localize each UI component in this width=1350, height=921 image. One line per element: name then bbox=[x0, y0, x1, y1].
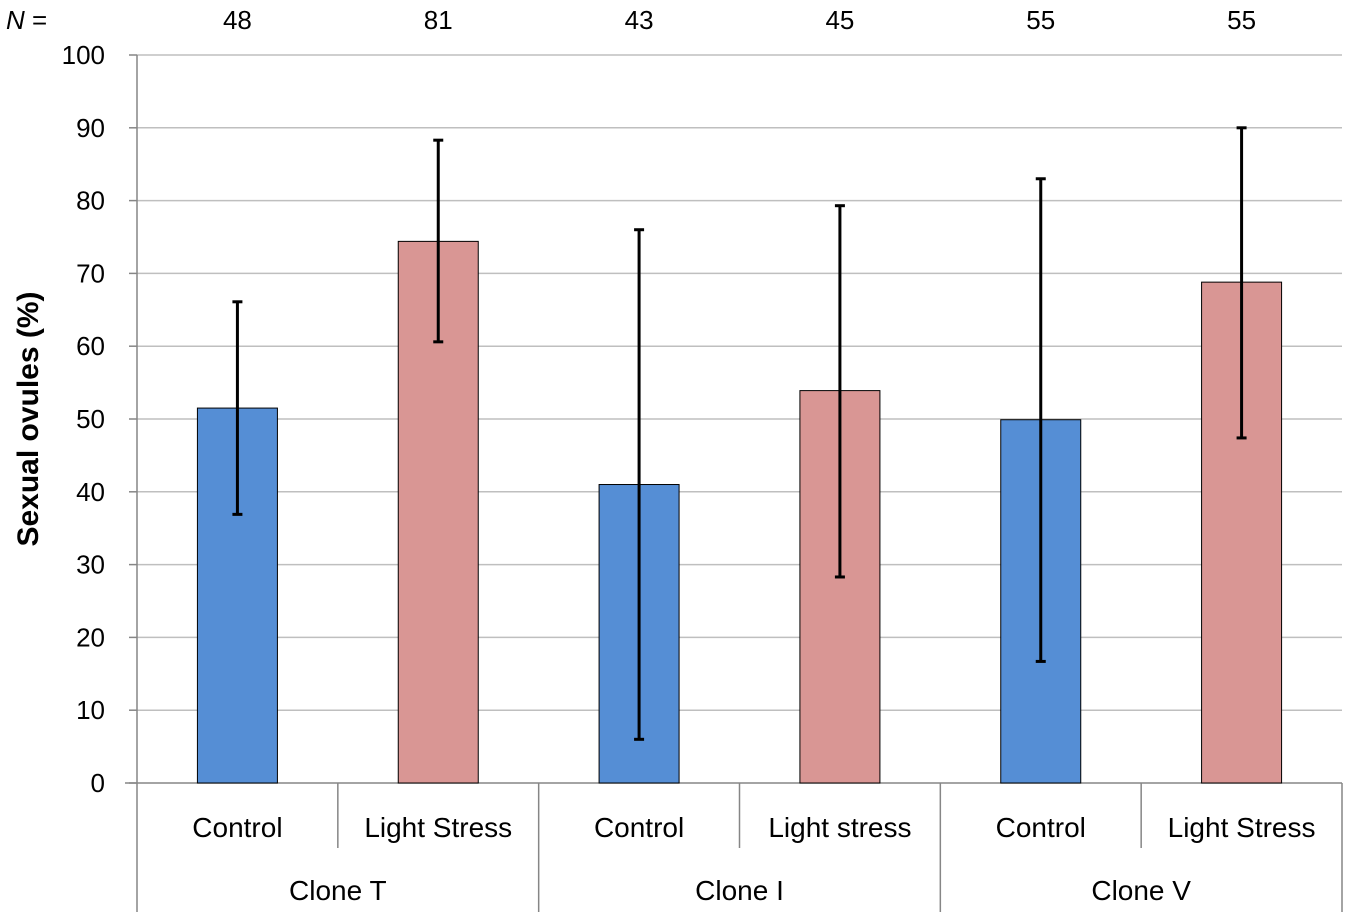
group-label-1: Clone T bbox=[289, 875, 387, 906]
y-tick-label: 80 bbox=[76, 186, 105, 216]
n-value-2: 81 bbox=[424, 5, 453, 35]
y-axis-title: Sexual ovules (%) bbox=[12, 291, 45, 546]
y-tick-label: 70 bbox=[76, 258, 105, 288]
n-prefix-italic: N bbox=[6, 5, 25, 35]
y-tick-label: 30 bbox=[76, 550, 105, 580]
category-label-6: Light Stress bbox=[1168, 812, 1316, 843]
y-tick-label: 0 bbox=[91, 768, 105, 798]
category-label-3: Control bbox=[594, 812, 684, 843]
n-prefix-equals: = bbox=[25, 5, 47, 35]
category-label-5: Control bbox=[996, 812, 1086, 843]
n-value-6: 55 bbox=[1227, 5, 1256, 35]
category-label-4: Light stress bbox=[768, 812, 911, 843]
axes bbox=[125, 54, 1343, 912]
y-tick-label: 50 bbox=[76, 404, 105, 434]
n-prefix-label: N = bbox=[6, 5, 47, 35]
y-tick-label: 100 bbox=[62, 40, 105, 70]
labels: 0 10 20 30 40 50 60 70 80 90 100 48 Control 81 Light S… bbox=[6, 5, 1316, 906]
bars bbox=[196, 240, 1283, 784]
y-tick-label: 60 bbox=[76, 331, 105, 361]
y-tick-label: 90 bbox=[76, 113, 105, 143]
n-value-1: 48 bbox=[223, 5, 252, 35]
group-label-3: Clone V bbox=[1091, 875, 1191, 906]
y-tick-label: 20 bbox=[76, 622, 105, 652]
n-value-3: 43 bbox=[625, 5, 654, 35]
error-bars bbox=[232, 126, 1247, 741]
gridlines bbox=[137, 54, 1342, 711]
category-label-2: Light Stress bbox=[364, 812, 512, 843]
group-label-2: Clone I bbox=[695, 875, 784, 906]
n-value-4: 45 bbox=[825, 5, 854, 35]
category-label-1: Control bbox=[192, 812, 282, 843]
n-value-5: 55 bbox=[1026, 5, 1055, 35]
y-tick-label: 10 bbox=[76, 695, 105, 725]
y-tick-label: 40 bbox=[76, 477, 105, 507]
